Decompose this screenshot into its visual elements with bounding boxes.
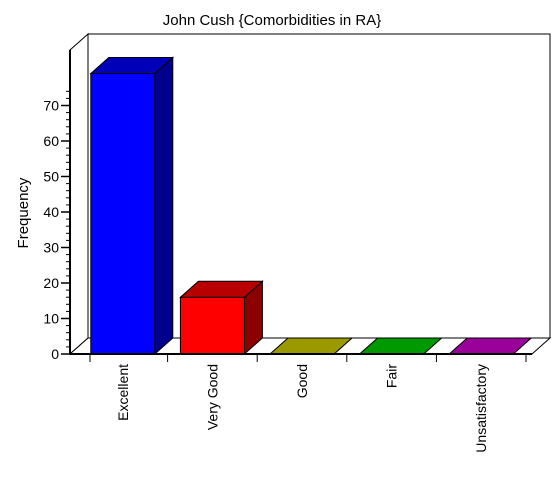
bar-excellent <box>89 56 175 356</box>
y-axis-label: Frequency <box>15 177 32 248</box>
x-tick-label: Excellent <box>115 364 131 421</box>
bar-side <box>154 56 174 356</box>
y-tick-label: 0 <box>51 346 59 362</box>
y-tick-label: 40 <box>43 204 59 220</box>
y-tick-label: 30 <box>43 240 59 256</box>
chart-title: John Cush {Comorbidities in RA} <box>163 12 381 29</box>
bars <box>89 56 533 356</box>
bar-top <box>179 280 264 298</box>
y-tick-label: 10 <box>43 311 59 327</box>
x-tick-label: Good <box>294 364 310 398</box>
y-tick-label: 60 <box>43 133 59 149</box>
x-axis: Excellent Very Good Good Fair Unsatisfactory <box>70 353 532 453</box>
bar-top <box>89 57 175 75</box>
x-tick-label: Fair <box>384 364 400 388</box>
bar-very-good <box>179 280 264 356</box>
y-axis: 0 10 20 30 40 50 60 70 <box>43 50 71 362</box>
y-tick-label: 20 <box>43 275 59 291</box>
x-tick-label: Very Good <box>204 364 220 430</box>
bar-front <box>179 296 245 355</box>
y-tick-label: 70 <box>43 98 59 114</box>
left-wall <box>69 32 89 356</box>
bar-front <box>90 73 156 355</box>
y-tick-label: 50 <box>43 169 59 185</box>
x-tick-label: Unsatisfactory <box>473 364 489 453</box>
